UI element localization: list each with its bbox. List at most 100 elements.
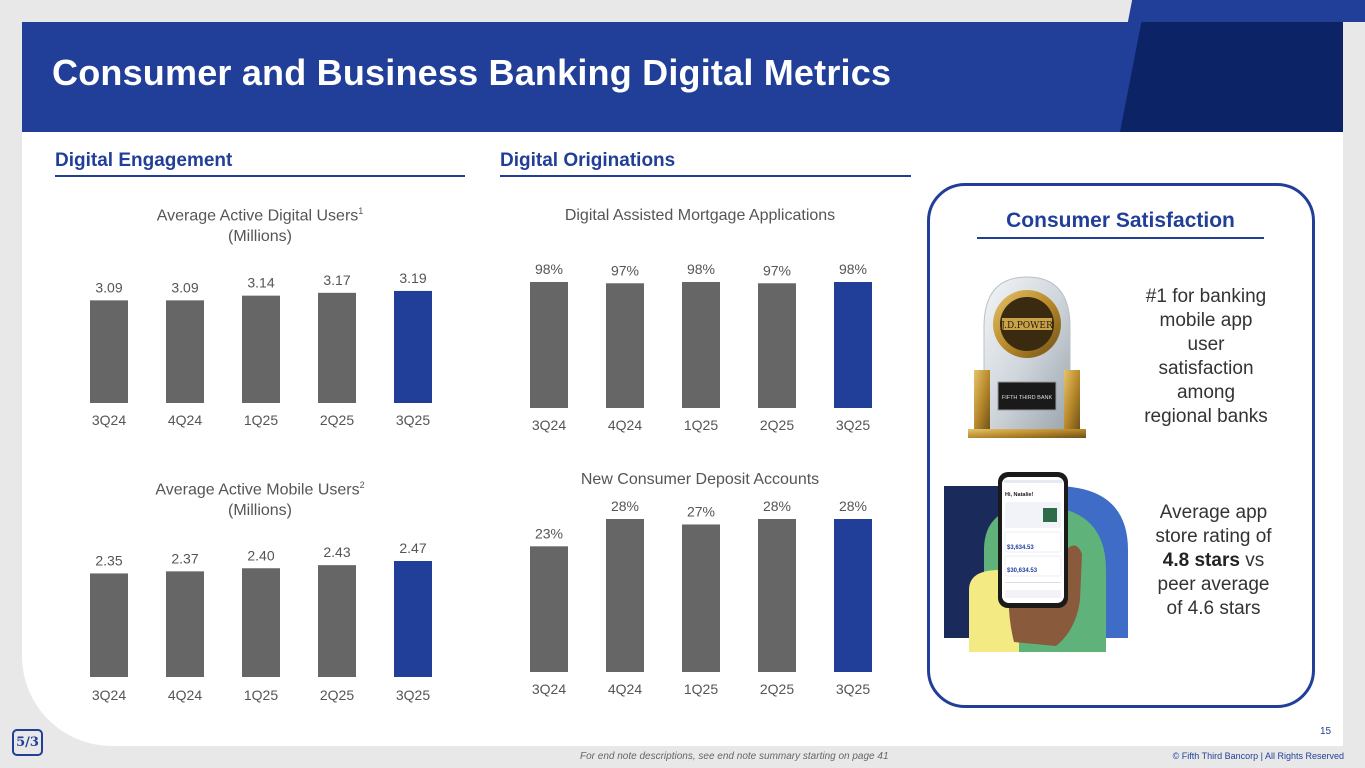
consumer-satisfaction-title: Consumer Satisfaction: [1006, 209, 1235, 232]
chart-category-label: 3Q24: [532, 417, 566, 433]
chart-data-label: 98%: [687, 261, 715, 277]
chart-data-label: 28%: [763, 498, 791, 514]
chart-bar-3q24: [530, 546, 568, 672]
chart-title-text: New Consumer Deposit Accounts: [580, 471, 820, 488]
chart-bar-3q24: [530, 282, 568, 408]
rating-line-5: of 4.6 stars: [1166, 598, 1261, 619]
chart-data-label: 2.35: [95, 552, 122, 568]
chart-mobile-users: 2.35 3Q24 2.37 4Q24 2.40 1Q25 2.43 2Q25 2.47 3Q25: [90, 540, 432, 703]
chart-bar-4q24: [606, 283, 644, 408]
section-underline-originations: [500, 175, 911, 177]
section-digital-originations: Digital Originations: [500, 150, 676, 171]
section-digital-engagement: Digital Engagement: [55, 150, 233, 171]
chart-title-digital-users: Average Active Digital Users1 (Millions): [50, 201, 470, 247]
chart-data-label: 28%: [611, 498, 639, 514]
header-band: [22, 22, 1343, 132]
chart-title-deposits: New Consumer Deposit Accounts: [490, 469, 910, 490]
chart-category-label: 3Q25: [836, 417, 870, 433]
chart-title-sup: 2: [359, 480, 365, 490]
chart-category-label: 1Q25: [244, 412, 278, 428]
phone-balance-2: $30,634.53: [1007, 568, 1038, 574]
chart-category-label: 3Q25: [396, 412, 430, 428]
page-title: Consumer and Business Banking Digital Me…: [52, 52, 892, 93]
consumer-satisfaction-underline: [977, 237, 1264, 239]
award-line-2: mobile app: [1159, 310, 1253, 331]
chart-category-label: 3Q25: [396, 687, 430, 703]
chart-data-label: 3.09: [171, 279, 198, 295]
chart-bar-4q24: [606, 519, 644, 672]
chart-category-label: 2Q25: [320, 412, 354, 428]
rating-line-2: store rating of: [1155, 526, 1272, 547]
chart-bar-3q25: [394, 561, 432, 677]
chart-title-mortgage: Digital Assisted Mortgage Applications: [490, 205, 910, 226]
chart-title-mobile-users: Average Active Mobile Users2 (Millions): [50, 475, 470, 521]
phone-balance-1: $3,634.53: [1007, 545, 1034, 551]
chart-category-label: 2Q25: [760, 417, 794, 433]
chart-data-label: 23%: [535, 525, 563, 541]
chart-data-label: 97%: [763, 262, 791, 278]
chart-category-label: 3Q25: [836, 681, 870, 697]
award-line-1: #1 for banking: [1145, 286, 1267, 307]
chart-data-label: 2.37: [171, 550, 198, 566]
chart-digital-users: 3.09 3Q24 3.09 4Q24 3.14 1Q25 3.17 2Q25 3.19 3Q25: [90, 270, 432, 428]
chart-bar-1q25: [242, 295, 280, 403]
chart-category-label: 3Q24: [92, 412, 126, 428]
chart-bar-3q25: [394, 290, 432, 403]
rating-description: Average app store rating of 4.8 stars vs…: [1136, 501, 1291, 621]
chart-data-label: 2.47: [399, 540, 426, 556]
chart-category-label: 3Q24: [92, 687, 126, 703]
jd-power-plate-text: FIFTH THIRD BANK: [1002, 395, 1053, 401]
award-line-6: regional banks: [1144, 406, 1268, 427]
footnote: For end note descriptions, see end note …: [580, 751, 889, 762]
rating-bold: 4.8 stars: [1162, 550, 1240, 571]
chart-data-label: 2.40: [247, 547, 274, 563]
rating-line-3: vs: [1245, 550, 1265, 571]
rating-line-4: peer average: [1157, 574, 1270, 595]
mobile-app-phone-illustration: Hi, Natalie! $3,634.53 $30,634.53: [944, 472, 1128, 652]
award-line-4: satisfaction: [1158, 358, 1254, 379]
chart-bar-1q25: [682, 282, 720, 408]
chart-bar-1q25: [682, 524, 720, 672]
phone-greeting: Hi, Natalie!: [1005, 492, 1034, 498]
chart-bar-3q25: [834, 519, 872, 672]
chart-category-label: 4Q24: [608, 681, 642, 697]
chart-category-label: 4Q24: [608, 417, 642, 433]
chart-bar-2q25: [758, 519, 796, 672]
jd-power-badge-text: J.D.POWER: [1000, 321, 1053, 331]
jd-power-award-icon: J.D.POWER FIFTH THIRD BANK: [968, 276, 1086, 438]
chart-bar-2q25: [318, 292, 356, 403]
chart-category-label: 2Q25: [760, 681, 794, 697]
chart-data-label: 98%: [535, 261, 563, 277]
award-description: #1 for banking mobile app user satisfact…: [1120, 285, 1292, 429]
chart-subtitle: (Millions): [228, 228, 292, 246]
header-corner-accent: [1127, 0, 1365, 22]
chart-data-label: 27%: [687, 503, 715, 519]
chart-category-label: 4Q24: [168, 687, 202, 703]
chart-title-sup: 1: [358, 206, 364, 216]
chart-data-label: 2.43: [323, 544, 350, 560]
chart-title-text: Digital Assisted Mortgage Applications: [564, 207, 836, 224]
chart-title-text: Average Active Mobile Users: [155, 481, 360, 499]
chart-bar-3q24: [90, 300, 128, 403]
award-line-3: user: [1187, 334, 1225, 355]
chart-data-label: 3.14: [247, 275, 274, 291]
chart-title-text: Average Active Digital Users: [156, 207, 359, 225]
page-number: 15: [1320, 726, 1332, 737]
chart-bar-2q25: [318, 565, 356, 677]
chart-data-label: 98%: [839, 261, 867, 277]
rating-line-1: Average app: [1159, 502, 1268, 523]
chart-bar-4q24: [166, 300, 204, 403]
header-dark-accent: [1120, 22, 1343, 132]
chart-category-label: 3Q24: [532, 681, 566, 697]
copyright: © Fifth Third Bancorp | All Rights Reser…: [1172, 751, 1344, 761]
chart-bar-3q24: [90, 573, 128, 677]
chart-data-label: 3.09: [95, 279, 122, 295]
chart-category-label: 1Q25: [684, 681, 718, 697]
award-line-5: among: [1176, 382, 1236, 403]
section-underline-engagement: [55, 175, 465, 177]
fifth-third-logo: 5/3: [12, 729, 43, 756]
chart-category-label: 2Q25: [320, 687, 354, 703]
chart-mortgage-apps: 98% 3Q24 97% 4Q24 98% 1Q25 97% 2Q25 98% 3Q25: [530, 261, 872, 433]
chart-deposit-accounts: 23% 3Q24 28% 4Q24 27% 1Q25 28% 2Q25 28% 3Q25: [530, 498, 872, 697]
